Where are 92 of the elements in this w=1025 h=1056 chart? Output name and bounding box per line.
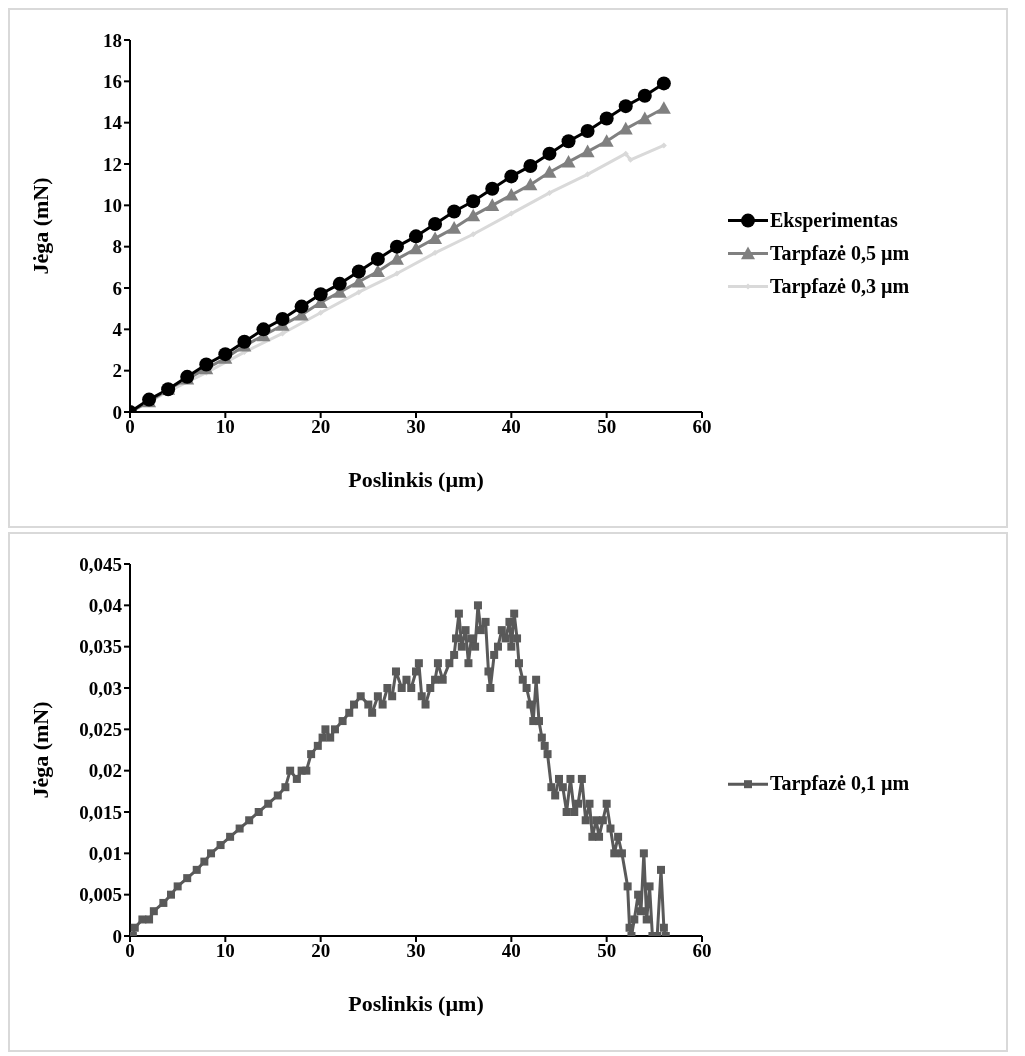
point: [656, 76, 671, 91]
point: [389, 239, 404, 254]
point: [660, 142, 667, 149]
y-axis-title: Jėga (mN): [27, 177, 53, 275]
y-tick-label: 4: [112, 319, 123, 341]
point: [542, 165, 557, 178]
y-tick-label: 0,02: [88, 760, 122, 782]
point: [627, 156, 634, 163]
point: [409, 241, 423, 255]
x-tick-label: 20: [311, 416, 331, 438]
point: [485, 181, 500, 196]
point: [561, 134, 576, 149]
point: [370, 264, 385, 278]
point: [485, 198, 500, 211]
point: [355, 289, 362, 296]
y-axis-title: Jėga (mN): [27, 701, 53, 799]
point: [432, 249, 439, 256]
x-tick-label: 30: [406, 416, 426, 438]
point: [599, 134, 614, 147]
point: [504, 169, 519, 184]
legend-label: Tarpfazė 0,5 µm: [770, 241, 910, 265]
legend-label: Eksperimentas: [770, 208, 898, 232]
y-tick-label: 0: [112, 925, 122, 947]
point: [561, 154, 576, 168]
x-tick-label: 60: [692, 940, 712, 962]
point: [523, 177, 538, 191]
point: [580, 144, 595, 158]
point: [409, 229, 423, 244]
point: [466, 208, 481, 222]
y-tick-label: 10: [103, 195, 122, 217]
point: [370, 252, 385, 267]
point: [317, 309, 324, 316]
y-tick-label: 12: [103, 153, 122, 175]
point: [351, 264, 366, 279]
point: [237, 334, 252, 349]
x-tick-label: 50: [597, 940, 617, 962]
point: [618, 121, 633, 135]
point: [466, 194, 481, 209]
legend-label: Tarpfazė 0,1 µm: [770, 772, 910, 796]
x-axis-title: Poslinkis (µm): [348, 467, 484, 492]
point: [294, 299, 309, 314]
y-tick-label: 0,025: [79, 719, 122, 741]
y-tick-label: 0: [112, 401, 122, 423]
legend-label: Tarpfazė 0,3 µm: [770, 274, 910, 298]
point: [313, 287, 328, 302]
point: [389, 252, 404, 265]
point: [599, 111, 614, 126]
point: [275, 312, 290, 326]
point: [542, 146, 557, 161]
y-tick-label: 0,015: [79, 801, 122, 823]
y-tick-label: 2: [112, 360, 122, 382]
point: [428, 216, 443, 231]
point: [393, 270, 400, 277]
point: [279, 330, 286, 337]
x-tick-label: 30: [406, 940, 426, 962]
y-tick-label: 0,005: [79, 884, 122, 906]
point: [256, 322, 271, 337]
x-tick-label: 20: [311, 940, 331, 962]
y-tick-label: 0,03: [88, 677, 122, 699]
y-tick-label: 18: [103, 29, 122, 51]
point: [332, 276, 347, 291]
x-tick-label: 10: [215, 940, 235, 962]
point: [428, 231, 443, 244]
point: [447, 204, 462, 219]
point: [504, 188, 519, 201]
point: [546, 189, 553, 196]
x-tick-label: 10: [215, 416, 235, 438]
y-tick-label: 0,01: [88, 843, 122, 865]
y-tick-label: 0,04: [88, 595, 123, 617]
point: [656, 101, 671, 114]
point: [637, 88, 652, 103]
point: [470, 231, 477, 238]
x-tick-label: 60: [692, 416, 712, 438]
y-tick-label: 6: [112, 277, 122, 299]
x-axis-title: Poslinkis (µm): [348, 991, 484, 1016]
y-tick-label: 0,035: [79, 636, 122, 658]
y-tick-label: 16: [103, 71, 122, 93]
point: [580, 123, 595, 138]
point: [508, 210, 515, 217]
y-tick-label: 8: [112, 236, 122, 258]
point: [523, 159, 538, 174]
point: [584, 171, 591, 178]
point: [618, 99, 633, 114]
point: [218, 347, 233, 362]
point: [199, 357, 214, 372]
x-tick-label: 40: [501, 416, 521, 438]
x-tick-label: 50: [597, 416, 617, 438]
y-tick-label: 14: [103, 112, 123, 134]
point: [637, 111, 652, 125]
x-tick-label: 40: [501, 940, 521, 962]
y-tick-label: 0,045: [79, 553, 122, 575]
point: [447, 221, 462, 234]
